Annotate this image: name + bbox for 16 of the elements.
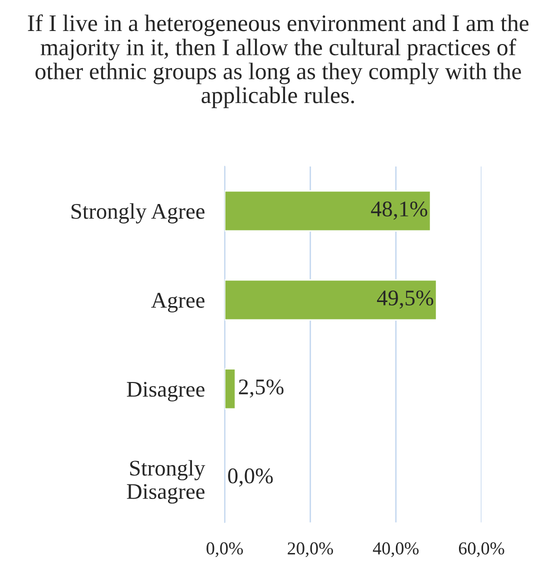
x-tick-label: 20,0% xyxy=(288,542,334,558)
x-tick-label: 40,0% xyxy=(372,542,419,558)
x-tick-label: 60,0% xyxy=(458,542,504,558)
data-label: 0,0% xyxy=(228,468,273,487)
bar xyxy=(224,279,438,321)
data-label: 2,5% xyxy=(238,379,284,398)
y-tick-label: Disagree xyxy=(126,382,204,402)
bar xyxy=(224,368,236,410)
x-tick-label: 0,0% xyxy=(206,542,243,558)
data-label: 48,1% xyxy=(371,202,428,220)
bar xyxy=(224,190,432,232)
y-tick-label: Strongly Agree xyxy=(72,203,204,224)
chart-title: If I live in a heterogeneous environment and I am the majority in it, then I allow the cultural practices of other ethnic groups as long as they comply with the applicable rules. xyxy=(28,14,528,108)
y-tick-label: Strongly Disagree xyxy=(126,460,206,504)
y-tick-label: Agree xyxy=(151,292,204,312)
data-label: 49,5% xyxy=(377,290,434,309)
